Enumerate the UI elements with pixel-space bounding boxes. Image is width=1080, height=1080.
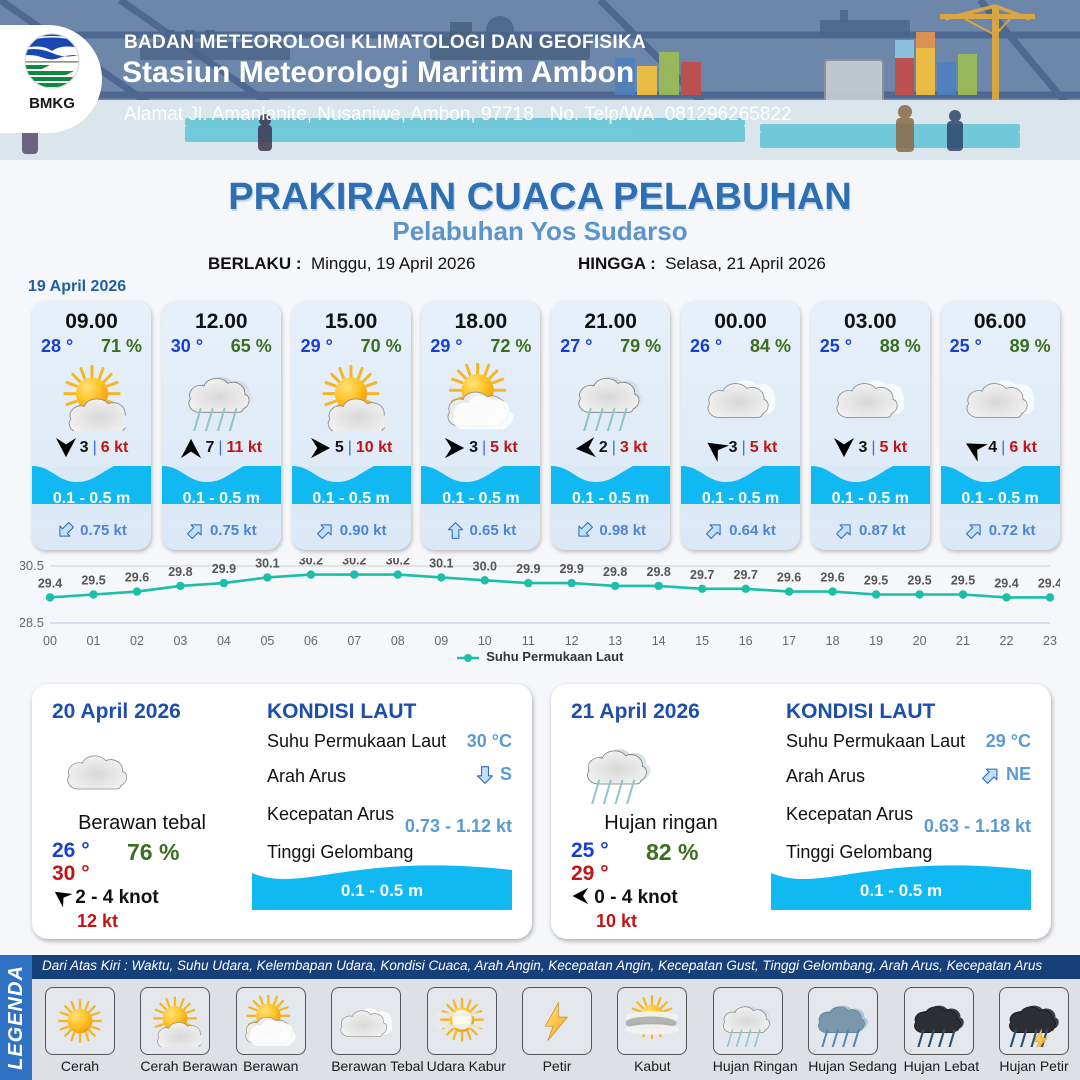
svg-text:23: 23: [1043, 634, 1057, 648]
svg-text:12: 12: [565, 634, 579, 648]
svg-text:29.9: 29.9: [516, 562, 540, 576]
svg-text:29.4: 29.4: [994, 576, 1018, 590]
svg-text:29.5: 29.5: [907, 574, 931, 588]
svg-text:29.9: 29.9: [560, 562, 584, 576]
svg-text:29.6: 29.6: [820, 571, 844, 585]
svg-text:19: 19: [869, 634, 883, 648]
svg-text:29.6: 29.6: [125, 571, 149, 585]
svg-text:06: 06: [304, 634, 318, 648]
svg-text:29.5: 29.5: [864, 574, 888, 588]
svg-text:22: 22: [1000, 634, 1014, 648]
svg-text:29.8: 29.8: [603, 565, 627, 579]
svg-text:29.9: 29.9: [212, 562, 236, 576]
svg-text:21: 21: [956, 634, 970, 648]
svg-text:30.5: 30.5: [20, 558, 44, 573]
svg-text:30.2: 30.2: [299, 558, 323, 568]
svg-text:01: 01: [87, 634, 101, 648]
svg-text:29.7: 29.7: [734, 568, 758, 582]
svg-text:17: 17: [782, 634, 796, 648]
svg-text:0.1 - 0.5 m: 0.1 - 0.5 m: [341, 881, 423, 900]
svg-text:05: 05: [260, 634, 274, 648]
svg-text:29.5: 29.5: [81, 574, 105, 588]
svg-text:15: 15: [695, 634, 709, 648]
svg-text:30.1: 30.1: [429, 558, 453, 570]
svg-text:18: 18: [826, 634, 840, 648]
svg-text:20: 20: [913, 634, 927, 648]
svg-text:29.4: 29.4: [1038, 576, 1060, 590]
svg-text:03: 03: [173, 634, 187, 648]
svg-text:04: 04: [217, 634, 231, 648]
svg-text:08: 08: [391, 634, 405, 648]
svg-text:00: 00: [43, 634, 57, 648]
svg-text:29.8: 29.8: [647, 565, 671, 579]
svg-text:30.2: 30.2: [386, 558, 410, 568]
svg-text:0.1 - 0.5 m: 0.1 - 0.5 m: [860, 881, 942, 900]
svg-text:07: 07: [347, 634, 361, 648]
svg-text:28.5: 28.5: [20, 615, 44, 630]
svg-text:11: 11: [522, 634, 535, 648]
svg-text:29.7: 29.7: [690, 568, 714, 582]
svg-text:14: 14: [652, 634, 666, 648]
svg-text:02: 02: [130, 634, 144, 648]
svg-text:10: 10: [478, 634, 492, 648]
svg-text:09: 09: [434, 634, 448, 648]
svg-text:30.0: 30.0: [473, 559, 497, 573]
svg-text:13: 13: [608, 634, 622, 648]
svg-text:29.6: 29.6: [777, 571, 801, 585]
svg-text:29.4: 29.4: [38, 576, 62, 590]
svg-text:30.2: 30.2: [342, 558, 366, 568]
svg-text:29.5: 29.5: [951, 574, 975, 588]
svg-text:30.1: 30.1: [255, 558, 279, 570]
svg-text:29.8: 29.8: [168, 565, 192, 579]
svg-text:16: 16: [739, 634, 753, 648]
